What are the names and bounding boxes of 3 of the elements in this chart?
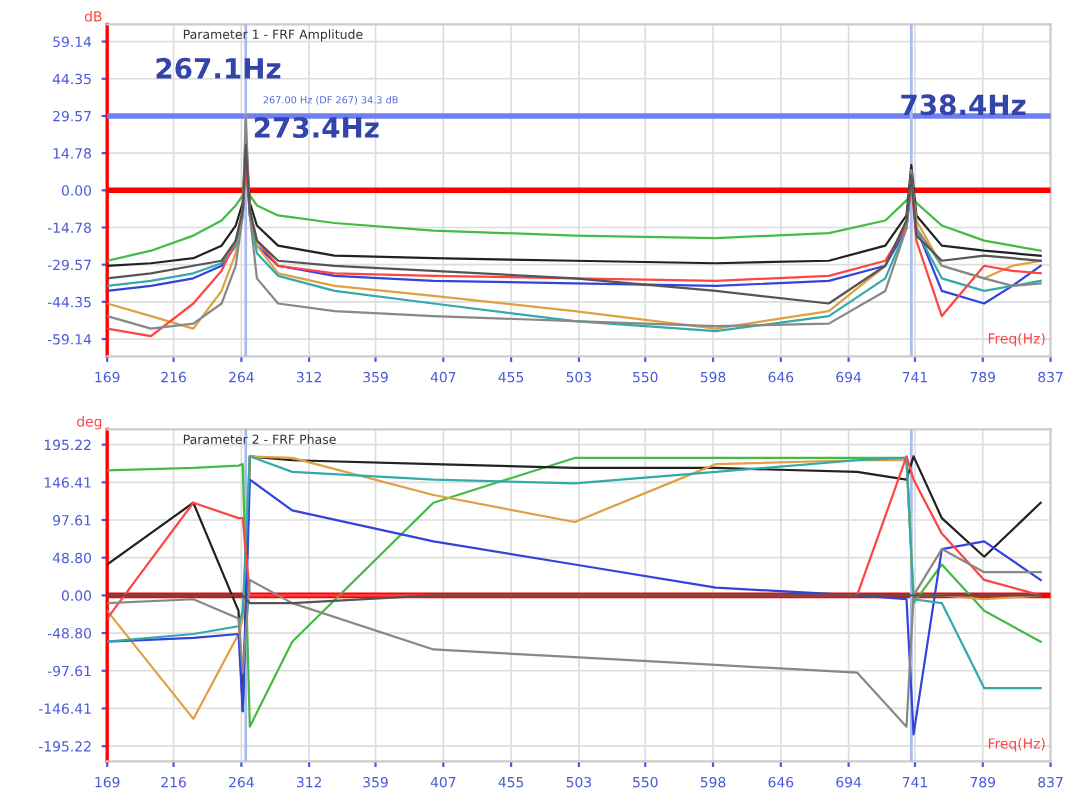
annotation: 267.1Hz: [156, 57, 281, 79]
annotation: 273.4Hz: [254, 116, 379, 138]
annotation: 738.4Hz: [901, 94, 1026, 116]
